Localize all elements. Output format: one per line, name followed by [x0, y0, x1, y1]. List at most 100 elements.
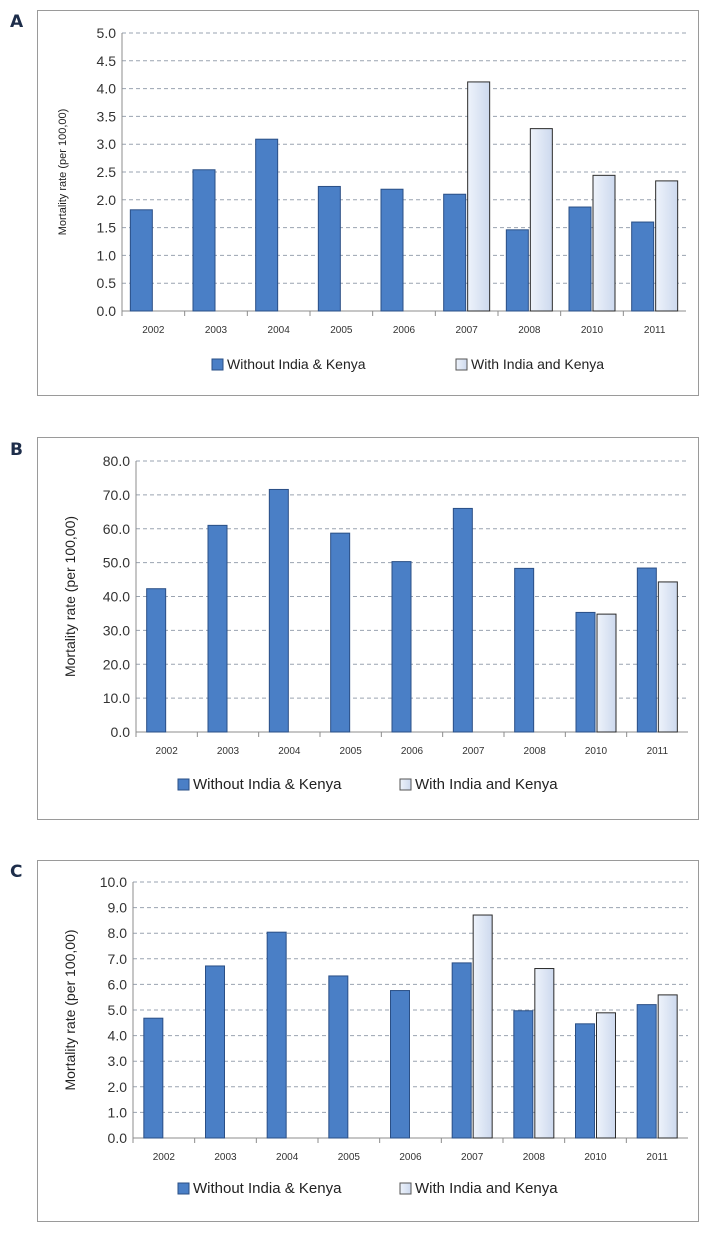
x-tick-label: 2004 [268, 325, 291, 336]
bar-without-india-kenya [451, 962, 472, 1139]
y-tick-label: 1.0 [108, 1104, 128, 1120]
bar-without-india-kenya [443, 193, 467, 312]
legend-swatch [211, 358, 224, 371]
x-tick-label: 2008 [523, 1152, 546, 1163]
bar-without-india-kenya [514, 567, 535, 733]
x-tick-label: 2008 [518, 325, 541, 336]
bar-without-india-kenya [452, 507, 473, 733]
bar-with-india-kenya [657, 994, 678, 1139]
y-tick-label: 2.0 [97, 192, 117, 208]
bar-without-india-kenya [636, 1004, 657, 1139]
bar-without-india-kenya [505, 229, 529, 312]
bar-without-india-kenya [268, 488, 289, 733]
legend-swatch [177, 1182, 190, 1195]
x-tick-label: 2005 [340, 746, 363, 757]
x-tick-label: 2011 [647, 746, 669, 757]
y-tick-label: 9.0 [108, 900, 128, 916]
y-tick-label: 20.0 [103, 656, 130, 672]
bar-without-india-kenya [380, 188, 404, 312]
bar-without-india-kenya [636, 567, 657, 733]
y-tick-label: 30.0 [103, 622, 130, 638]
bar-without-india-kenya [207, 524, 228, 733]
x-tick-label: 2008 [524, 746, 547, 757]
bar-with-india-kenya [472, 914, 493, 1139]
bar-without-india-kenya [513, 1010, 534, 1139]
y-tick-label: 50.0 [103, 555, 130, 571]
x-tick-label: 2004 [276, 1152, 299, 1163]
bar-without-india-kenya [328, 975, 349, 1139]
y-tick-label: 80.0 [103, 453, 130, 469]
y-axis-label: Mortality rate (per 100,00) [62, 516, 78, 677]
x-tick-label: 2006 [401, 746, 424, 757]
bar-without-india-kenya [568, 206, 592, 312]
chart-b: 0.0 10.0 20.0 30.0 40.0 50.0 60.0 70.0 80.0 Morta… [37, 437, 699, 820]
y-tick-label: 4.0 [97, 81, 117, 97]
y-tick-label: 0.0 [97, 303, 117, 319]
x-tick-label: 2005 [330, 325, 353, 336]
y-tick-label: 1.0 [97, 247, 117, 263]
chart-a: 0.0 0.5 1.0 1.5 2.0 2.5 3.0 3.5 4.0 4.5 5.0 Mortali… [37, 10, 699, 396]
bar-with-india-kenya [596, 613, 617, 733]
legend-label: Without India & Kenya [227, 356, 366, 372]
y-tick-label: 6.0 [108, 976, 128, 992]
bar-without-india-kenya [129, 209, 153, 312]
legend-label: With India and Kenya [415, 776, 558, 793]
bar-without-india-kenya [255, 138, 279, 312]
legend-swatch [399, 778, 412, 791]
y-tick-label: 7.0 [108, 951, 128, 967]
chart-a-svg: 0.0 0.5 1.0 1.5 2.0 2.5 3.0 3.5 4.0 4.5 5.0 Mortali… [57, 25, 686, 372]
panel-label-a: A [10, 12, 24, 32]
chart-c-svg: 0.0 1.0 2.0 3.0 4.0 5.0 6.0 7.0 8.0 9.0 10.0 Mortal… [62, 874, 688, 1197]
y-axis-label: Mortality rate (per 100,00) [62, 929, 78, 1090]
bar-without-india-kenya [205, 965, 225, 1139]
x-tick-label: 2002 [142, 325, 165, 336]
y-tick-label: 0.0 [108, 1130, 128, 1146]
y-tick-label: 2.0 [108, 1079, 128, 1095]
bar-without-india-kenya [575, 611, 596, 733]
legend-label: Without India & Kenya [193, 1180, 342, 1197]
x-tick-label: 2011 [644, 325, 666, 336]
legend-label: With India and Kenya [471, 356, 604, 372]
bar-with-india-kenya [534, 968, 555, 1139]
panel-label-b: B [10, 440, 23, 460]
x-tick-label: 2006 [393, 325, 416, 336]
bar-with-india-kenya [596, 1012, 616, 1139]
chart-b-svg: 0.0 10.0 20.0 30.0 40.0 50.0 60.0 70.0 80.0 Morta… [62, 453, 688, 793]
bar-with-india-kenya [592, 174, 616, 312]
bar-without-india-kenya [631, 221, 655, 312]
y-tick-label: 4.5 [97, 53, 117, 69]
x-tick-label: 2003 [214, 1152, 237, 1163]
x-tick-label: 2003 [217, 746, 240, 757]
y-tick-label: 3.0 [97, 136, 117, 152]
y-tick-label: 3.5 [97, 108, 117, 124]
bar-without-india-kenya [391, 561, 412, 733]
legend-swatch [177, 778, 190, 791]
y-tick-label: 4.0 [108, 1028, 128, 1044]
x-tick-label: 2010 [584, 1152, 607, 1163]
y-tick-label: 5.0 [97, 25, 117, 41]
bar-without-india-kenya [390, 990, 410, 1139]
y-tick-label: 10.0 [100, 874, 127, 890]
x-tick-label: 2010 [581, 325, 604, 336]
bar-with-india-kenya [529, 128, 553, 312]
x-tick-label: 2011 [646, 1152, 668, 1163]
bar-with-india-kenya [655, 180, 679, 312]
x-tick-label: 2003 [205, 325, 228, 336]
x-tick-label: 2006 [399, 1152, 422, 1163]
chart-c: 0.0 1.0 2.0 3.0 4.0 5.0 6.0 7.0 8.0 9.0 10.0 Mortal… [37, 860, 699, 1222]
x-tick-label: 2005 [338, 1152, 361, 1163]
x-tick-label: 2002 [156, 746, 179, 757]
y-tick-label: 10.0 [103, 690, 130, 706]
y-tick-label: 3.0 [108, 1053, 128, 1069]
bar-with-india-kenya [467, 81, 491, 312]
y-tick-label: 0.5 [97, 275, 117, 291]
panel-label-c: C [10, 862, 23, 882]
y-tick-label: 70.0 [103, 487, 130, 503]
legend-label: Without India & Kenya [193, 776, 342, 793]
legend-swatch [455, 358, 468, 371]
x-tick-label: 2007 [456, 325, 479, 336]
bar-without-india-kenya [317, 185, 341, 312]
bar-with-india-kenya [657, 581, 678, 733]
y-axis-label: Mortality rate (per 100,00) [57, 109, 69, 236]
bar-without-india-kenya [330, 532, 351, 733]
